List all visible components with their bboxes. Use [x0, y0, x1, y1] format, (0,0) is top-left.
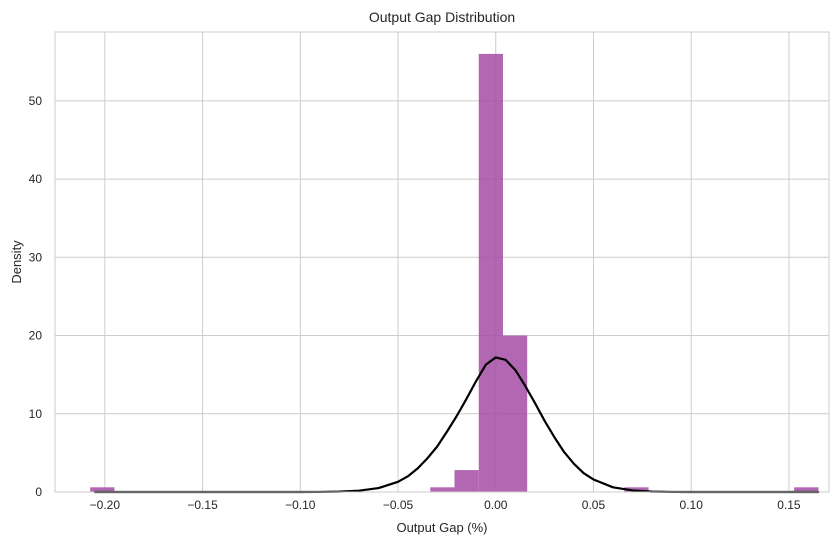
plot-border	[54, 31, 830, 493]
x-tick-label: −0.05	[383, 498, 414, 512]
histogram-bar	[454, 470, 479, 492]
x-tick-label: −0.15	[187, 498, 218, 512]
y-axis-label: Density	[9, 240, 24, 284]
y-tick-label: 30	[29, 250, 43, 264]
histogram-bar	[430, 487, 455, 492]
x-tick-label: −0.20	[90, 498, 121, 512]
y-tick-label: 50	[29, 94, 43, 108]
grid-layer	[55, 32, 829, 493]
histogram-bar	[502, 335, 528, 492]
y-tick-label: 10	[29, 407, 43, 421]
x-axis-label: Output Gap (%)	[396, 520, 487, 535]
histogram-bar	[90, 487, 115, 492]
y-tick-label: 0	[35, 485, 42, 499]
x-tick-label: 0.15	[777, 498, 801, 512]
chart-title: Output Gap Distribution	[369, 9, 515, 25]
histogram-bar	[794, 487, 819, 492]
x-tick-label: 0.00	[484, 498, 508, 512]
x-tick-label: 0.05	[582, 498, 606, 512]
y-tick-label: 20	[29, 329, 43, 343]
y-tick-labels: 0 10 20 30 40 50	[29, 94, 43, 499]
y-tick-label: 40	[29, 172, 43, 186]
bars-layer	[90, 53, 819, 493]
histogram-bar	[478, 53, 503, 493]
x-tick-label: −0.10	[285, 498, 316, 512]
x-tick-label: 0.10	[680, 498, 704, 512]
x-tick-labels: −0.20 −0.15 −0.10 −0.05 0.00 0.05 0.10 0.15	[90, 498, 801, 512]
